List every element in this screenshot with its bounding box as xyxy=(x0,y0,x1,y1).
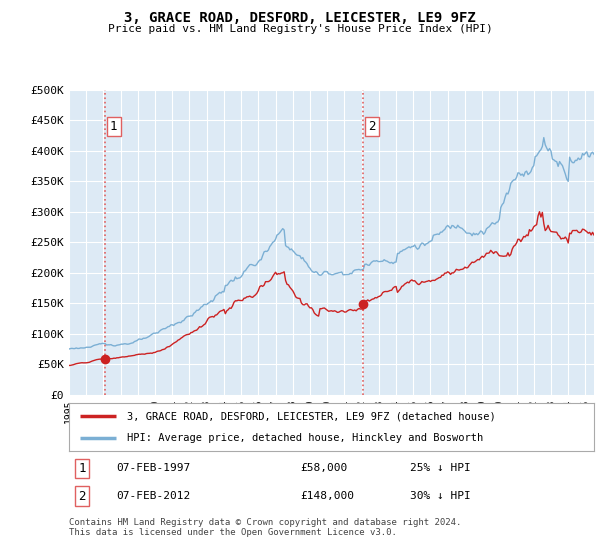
Text: 1: 1 xyxy=(79,462,86,475)
Text: 3, GRACE ROAD, DESFORD, LEICESTER, LE9 9FZ: 3, GRACE ROAD, DESFORD, LEICESTER, LE9 9… xyxy=(124,11,476,25)
Text: Price paid vs. HM Land Registry's House Price Index (HPI): Price paid vs. HM Land Registry's House … xyxy=(107,24,493,34)
Text: 1: 1 xyxy=(110,120,118,133)
Text: 07-FEB-1997: 07-FEB-1997 xyxy=(116,463,191,473)
Text: £58,000: £58,000 xyxy=(300,463,347,473)
Text: 30% ↓ HPI: 30% ↓ HPI xyxy=(410,491,471,501)
Text: HPI: Average price, detached house, Hinckley and Bosworth: HPI: Average price, detached house, Hinc… xyxy=(127,433,483,443)
Text: Contains HM Land Registry data © Crown copyright and database right 2024.
This d: Contains HM Land Registry data © Crown c… xyxy=(69,518,461,538)
Text: 07-FEB-2012: 07-FEB-2012 xyxy=(116,491,191,501)
Text: 2: 2 xyxy=(79,489,86,502)
Text: £148,000: £148,000 xyxy=(300,491,354,501)
Text: 3, GRACE ROAD, DESFORD, LEICESTER, LE9 9FZ (detached house): 3, GRACE ROAD, DESFORD, LEICESTER, LE9 9… xyxy=(127,411,496,421)
Text: 25% ↓ HPI: 25% ↓ HPI xyxy=(410,463,471,473)
Text: 2: 2 xyxy=(368,120,376,133)
